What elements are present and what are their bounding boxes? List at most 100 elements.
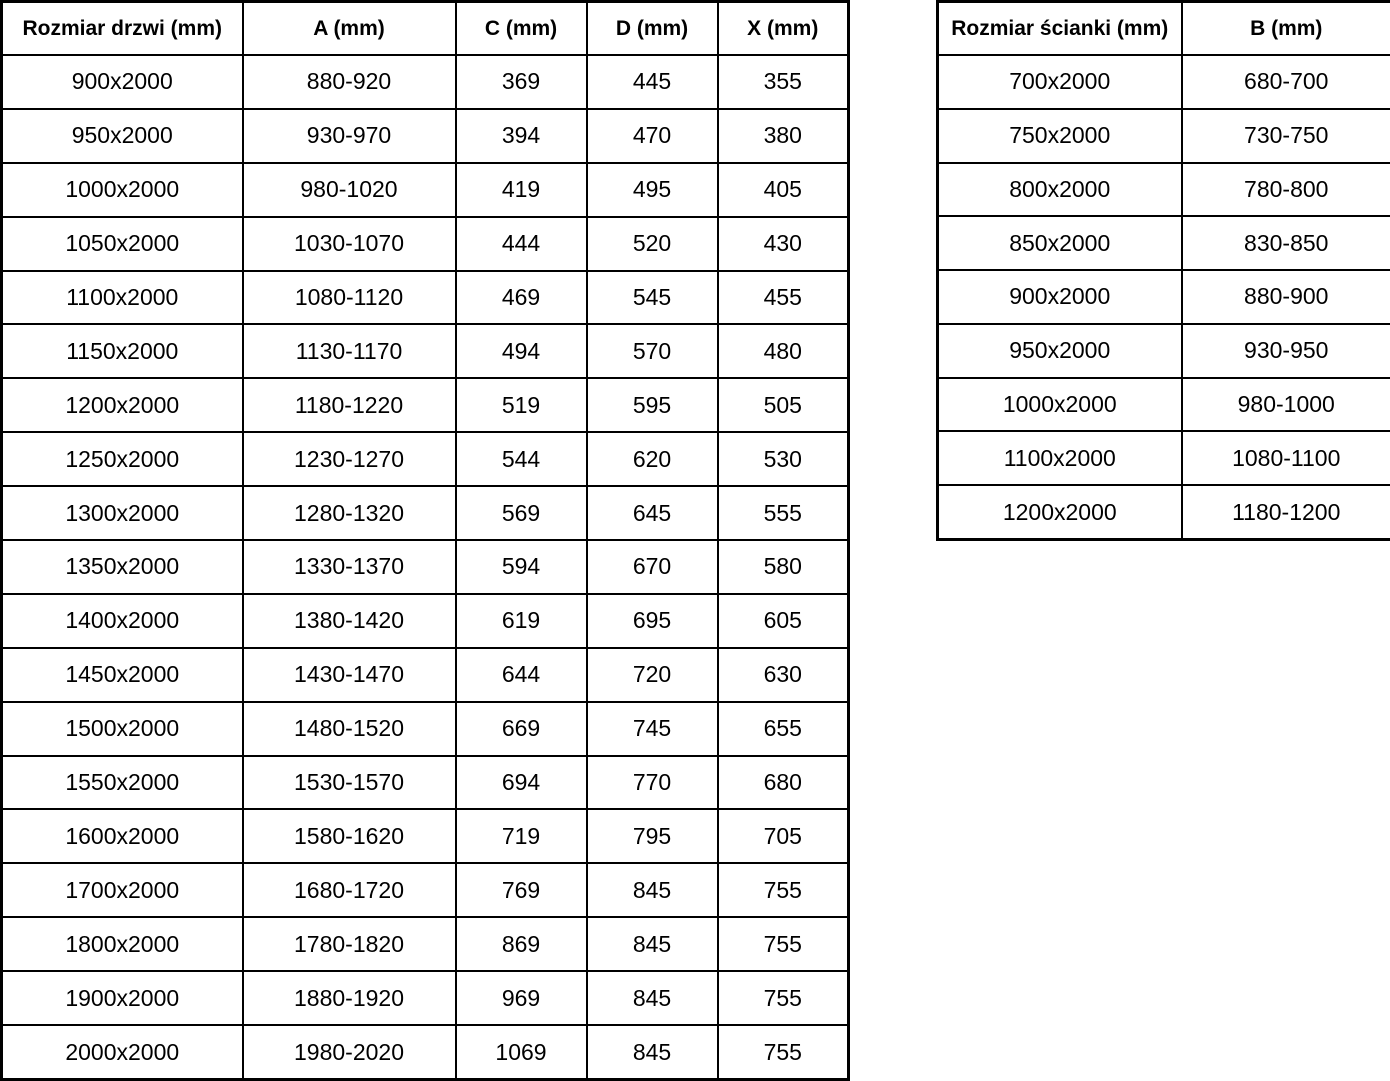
wall-table-body: 700x2000 680-700 750x2000 730-750 800x2000 78… <box>936 54 1390 541</box>
table-cell: 644 <box>454 646 588 703</box>
table-row: 1500x2000 1480-1520 669 745 655 <box>0 700 850 757</box>
table-cell: 455 <box>716 269 850 326</box>
table-cell: 850x2000 <box>936 215 1183 272</box>
table-cell: 1330-1370 <box>241 539 457 595</box>
table-cell: 670 <box>585 539 719 595</box>
header-door-size: Rozmiar drzwi (mm) <box>0 0 244 56</box>
table-cell: 494 <box>454 323 588 380</box>
table-cell: 900x2000 <box>936 269 1183 325</box>
table-cell: 1500x2000 <box>0 700 244 757</box>
table-row: 1100x2000 1080-1100 <box>936 430 1390 487</box>
table-cell: 619 <box>454 592 588 649</box>
table-cell: 1250x2000 <box>0 431 244 488</box>
table-cell: 845 <box>585 1024 719 1081</box>
table-cell: 1080-1120 <box>241 269 457 326</box>
table-cell: 719 <box>454 808 588 865</box>
table-cell: 1130-1170 <box>241 323 457 380</box>
table-cell: 430 <box>716 215 850 272</box>
table-row: 950x2000 930-970 394 470 380 <box>0 107 850 164</box>
header-row: Rozmiar drzwi (mm) A (mm) C (mm) D (mm) … <box>0 0 850 56</box>
table-row: 1600x2000 1580-1620 719 795 705 <box>0 808 850 865</box>
table-cell: 445 <box>585 54 719 110</box>
table-row: 1050x2000 1030-1070 444 520 430 <box>0 215 850 272</box>
table-cell: 1900x2000 <box>0 970 244 1027</box>
table-cell: 2000x2000 <box>0 1024 244 1081</box>
table-cell: 1100x2000 <box>0 269 244 326</box>
table-cell: 930-950 <box>1180 322 1390 379</box>
table-cell: 1680-1720 <box>241 862 457 919</box>
table-cell: 355 <box>716 54 850 110</box>
table-cell: 1550x2000 <box>0 754 244 811</box>
table-cell: 1080-1100 <box>1180 430 1390 487</box>
table-cell: 419 <box>454 161 588 218</box>
table-cell: 700x2000 <box>936 54 1183 110</box>
table-cell: 745 <box>585 700 719 757</box>
table-cell: 605 <box>716 592 850 649</box>
table-cell: 900x2000 <box>0 54 244 110</box>
table-cell: 595 <box>585 377 719 434</box>
table-cell: 1600x2000 <box>0 808 244 865</box>
table-cell: 380 <box>716 107 850 164</box>
table-row: 1150x2000 1130-1170 494 570 480 <box>0 323 850 380</box>
table-cell: 795 <box>585 808 719 865</box>
table-row: 1800x2000 1780-1820 869 845 755 <box>0 916 850 973</box>
table-cell: 544 <box>454 431 588 488</box>
table-cell: 1000x2000 <box>936 376 1183 433</box>
header-b-mm: B (mm) <box>1180 0 1390 56</box>
table-cell: 520 <box>585 215 719 272</box>
table-cell: 980-1020 <box>241 161 457 218</box>
table-row: 1200x2000 1180-1220 519 595 505 <box>0 377 850 434</box>
header-d-mm: D (mm) <box>585 0 719 56</box>
wall-size-table: Rozmiar ścianki (mm) B (mm) 700x2000 680-… <box>936 0 1390 541</box>
table-cell: 555 <box>716 485 850 542</box>
table-cell: 1880-1920 <box>241 970 457 1027</box>
table-row: 1550x2000 1530-1570 694 770 680 <box>0 754 850 811</box>
table-row: 950x2000 930-950 <box>936 322 1390 379</box>
table-cell: 1000x2000 <box>0 161 244 218</box>
table-cell: 1580-1620 <box>241 808 457 865</box>
table-cell: 1050x2000 <box>0 215 244 272</box>
table-cell: 880-920 <box>241 54 457 110</box>
table-cell: 1230-1270 <box>241 431 457 488</box>
table-row: 1700x2000 1680-1720 769 845 755 <box>0 862 850 919</box>
table-row: 900x2000 880-900 <box>936 269 1390 325</box>
table-row: 1100x2000 1080-1120 469 545 455 <box>0 269 850 326</box>
table-cell: 1200x2000 <box>0 377 244 434</box>
table-cell: 720 <box>585 646 719 703</box>
table-cell: 545 <box>585 269 719 326</box>
table-cell: 770 <box>585 754 719 811</box>
table-row: 1300x2000 1280-1320 569 645 555 <box>0 485 850 542</box>
table-row: 1250x2000 1230-1270 544 620 530 <box>0 431 850 488</box>
table-cell: 1180-1200 <box>1180 484 1390 541</box>
table-cell: 394 <box>454 107 588 164</box>
table-cell: 569 <box>454 485 588 542</box>
table-cell: 1530-1570 <box>241 754 457 811</box>
table-cell: 1780-1820 <box>241 916 457 973</box>
table-cell: 655 <box>716 700 850 757</box>
table-cell: 645 <box>585 485 719 542</box>
table-row: 900x2000 880-920 369 445 355 <box>0 54 850 110</box>
table-cell: 469 <box>454 269 588 326</box>
table-cell: 1350x2000 <box>0 539 244 595</box>
table-cell: 695 <box>585 592 719 649</box>
table-cell: 369 <box>454 54 588 110</box>
table-cell: 530 <box>716 431 850 488</box>
table-cell: 630 <box>716 646 850 703</box>
table-cell: 1800x2000 <box>0 916 244 973</box>
table-cell: 1380-1420 <box>241 592 457 649</box>
table-cell: 755 <box>716 970 850 1027</box>
table-cell: 1980-2020 <box>241 1024 457 1081</box>
door-table-header: Rozmiar drzwi (mm) A (mm) C (mm) D (mm) … <box>0 0 850 56</box>
table-cell: 930-970 <box>241 107 457 164</box>
header-c-mm: C (mm) <box>454 0 588 56</box>
door-table-body: 900x2000 880-920 369 445 355 950x2000 930-970 3… <box>0 54 850 1081</box>
table-cell: 1430-1470 <box>241 646 457 703</box>
table-cell: 950x2000 <box>0 107 244 164</box>
table-cell: 1280-1320 <box>241 485 457 542</box>
header-a-mm: A (mm) <box>241 0 457 56</box>
table-cell: 969 <box>454 970 588 1027</box>
table-cell: 980-1000 <box>1180 376 1390 433</box>
table-cell: 505 <box>716 377 850 434</box>
table-cell: 1150x2000 <box>0 323 244 380</box>
header-wall-size: Rozmiar ścianki (mm) <box>936 0 1183 56</box>
